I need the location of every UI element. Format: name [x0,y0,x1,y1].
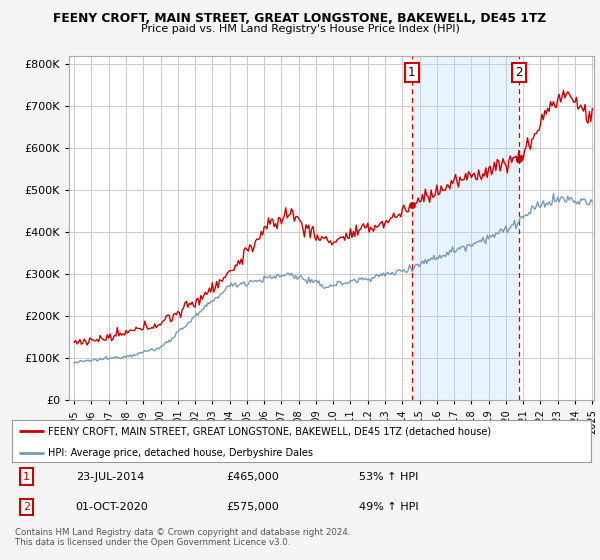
Text: 23-JUL-2014: 23-JUL-2014 [76,472,144,482]
Bar [412,56,519,400]
Text: £465,000: £465,000 [226,472,279,482]
Text: HPI: Average price, detached house, Derbyshire Dales: HPI: Average price, detached house, Derb… [49,448,313,458]
Text: FEENY CROFT, MAIN STREET, GREAT LONGSTONE, BAKEWELL, DE45 1TZ: FEENY CROFT, MAIN STREET, GREAT LONGSTON… [53,12,547,25]
Text: FEENY CROFT, MAIN STREET, GREAT LONGSTONE, BAKEWELL, DE45 1TZ (detached house): FEENY CROFT, MAIN STREET, GREAT LONGSTON… [49,426,491,436]
Text: 2: 2 [515,66,523,80]
Text: £575,000: £575,000 [226,502,279,512]
Text: 2: 2 [23,502,30,512]
Text: 49% ↑ HPI: 49% ↑ HPI [359,502,419,512]
Text: 1: 1 [408,66,416,80]
Text: 01-OCT-2020: 01-OCT-2020 [76,502,148,512]
Text: Contains HM Land Registry data © Crown copyright and database right 2024.
This d: Contains HM Land Registry data © Crown c… [15,528,350,547]
Text: 1: 1 [23,472,30,482]
Text: Price paid vs. HM Land Registry's House Price Index (HPI): Price paid vs. HM Land Registry's House … [140,24,460,34]
Text: 53% ↑ HPI: 53% ↑ HPI [359,472,419,482]
